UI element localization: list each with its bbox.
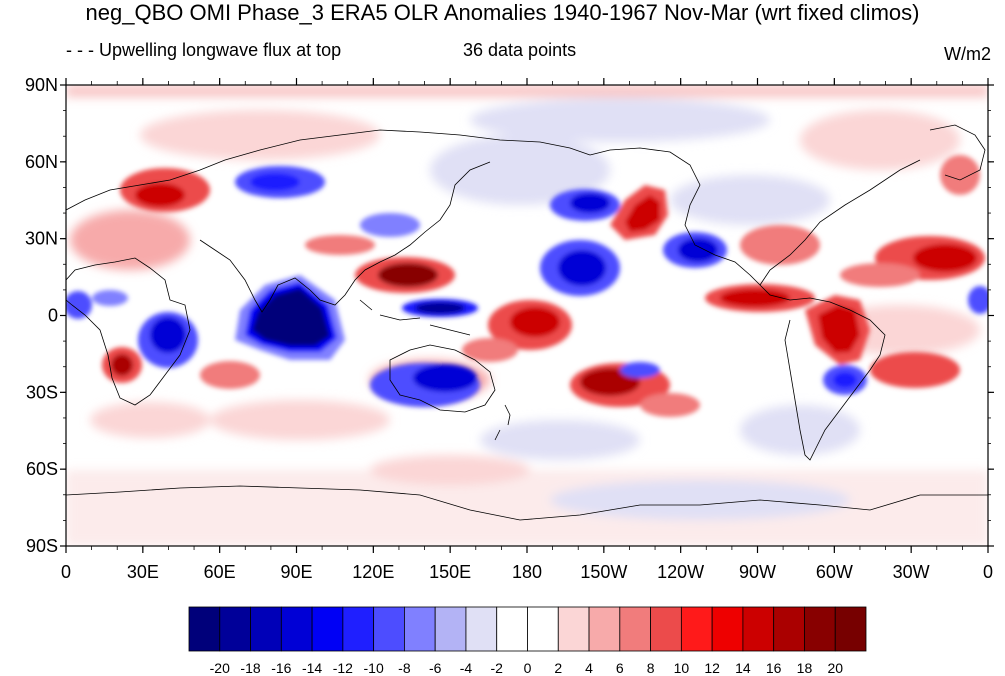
colorbar-swatch [804,606,836,652]
colorbar-swatch [588,606,621,652]
colorbar-swatch [280,606,313,652]
south-america-coast [784,297,886,461]
anomaly-field [66,85,988,546]
colorbar: -20 -18 -16 -14 -12 -10 -8 -6 -4 -2 0 2 4 6 8 10 12 14 16 1… [188,606,867,676]
colorbar-swatch [619,606,651,652]
colorbar-swatch [219,606,251,652]
data-points-label: 36 data points [463,40,577,60]
colorbar-label: -12 [333,660,353,676]
colorbar-swatch [465,606,498,652]
colorbar-swatch [188,606,221,652]
colorbar-swatch [527,606,559,652]
lon-label: 30E [127,562,159,582]
colorbar-label: 4 [585,660,593,676]
maritime-continent-coast [359,299,471,336]
colorbar-label: 10 [674,660,690,676]
australia-coast [389,344,496,413]
colorbar-swatch [404,606,436,652]
lon-label: 0 [61,562,71,582]
colorbar-label: -14 [302,660,322,676]
strong-anomaly-layer [66,155,988,417]
colorbar-swatch [773,606,805,652]
lon-label: 60W [816,562,853,582]
colorbar-swatch [711,606,744,652]
new-zealand-coast [494,404,511,441]
colorbar-swatch [680,606,713,652]
lat-label: 30N [25,229,58,249]
colorbar-swatch [557,606,590,652]
units-label: W/m2 [944,44,991,64]
colorbar-label: 18 [797,660,813,676]
colorbar-swatch [742,606,775,652]
lon-label: 120W [657,562,704,582]
lat-label: 90S [26,536,58,556]
lon-label: 90E [280,562,312,582]
eurasia-north-coast [66,129,591,211]
weak-anomaly-layer [66,85,988,546]
colorbar-label: 20 [827,660,843,676]
colorbar-label: -6 [429,660,442,676]
north-america-west-coast [589,147,791,301]
lat-label: 60S [26,459,58,479]
lon-label: 150E [429,562,471,582]
lon-label: 30W [893,562,930,582]
colorbar-label: 0 [524,660,532,676]
colorbar-swatch [650,606,682,652]
chart-title: neg_QBO OMI Phase_3 ERA5 OLR Anomalies 1… [85,0,920,25]
colorbar-label: 12 [704,660,720,676]
colorbar-swatch [250,606,282,652]
lon-label: 0 [983,562,993,582]
colorbar-swatch [311,606,344,652]
lat-label: 60N [25,152,58,172]
greenland-coast [929,124,986,181]
lon-label: 90W [739,562,776,582]
colorbar-swatch [834,606,867,652]
lon-label: 150W [580,562,627,582]
africa-coast [66,257,191,406]
lat-label: 30S [26,382,58,402]
colorbar-label: -10 [364,660,384,676]
colorbar-label: 6 [616,660,624,676]
colorbar-label: 14 [735,660,751,676]
colorbar-swatch [342,606,375,652]
lon-label: 60E [204,562,236,582]
lon-label: 180 [512,562,542,582]
colorbar-label: -16 [271,660,291,676]
north-america-east-coast [759,159,921,286]
colorbar-label: 8 [647,660,655,676]
lat-label: 90N [25,75,58,95]
variable-label: - - - Upwelling longwave flux at top [66,40,342,60]
colorbar-swatch [496,606,528,652]
colorbar-label: -8 [398,660,411,676]
lat-label: 0 [48,306,58,326]
coastlines [66,124,988,521]
colorbar-label: -2 [491,660,504,676]
lon-label: 120E [352,562,394,582]
colorbar-label: -20 [210,660,230,676]
colorbar-label: 2 [554,660,562,676]
colorbar-swatch [373,606,405,652]
colorbar-swatch [434,606,467,652]
south-asia-coast [199,161,491,313]
colorbar-label: -18 [240,660,260,676]
colorbar-label: -4 [460,660,473,676]
antarctica-coast [66,485,988,521]
colorbar-label: 16 [766,660,782,676]
